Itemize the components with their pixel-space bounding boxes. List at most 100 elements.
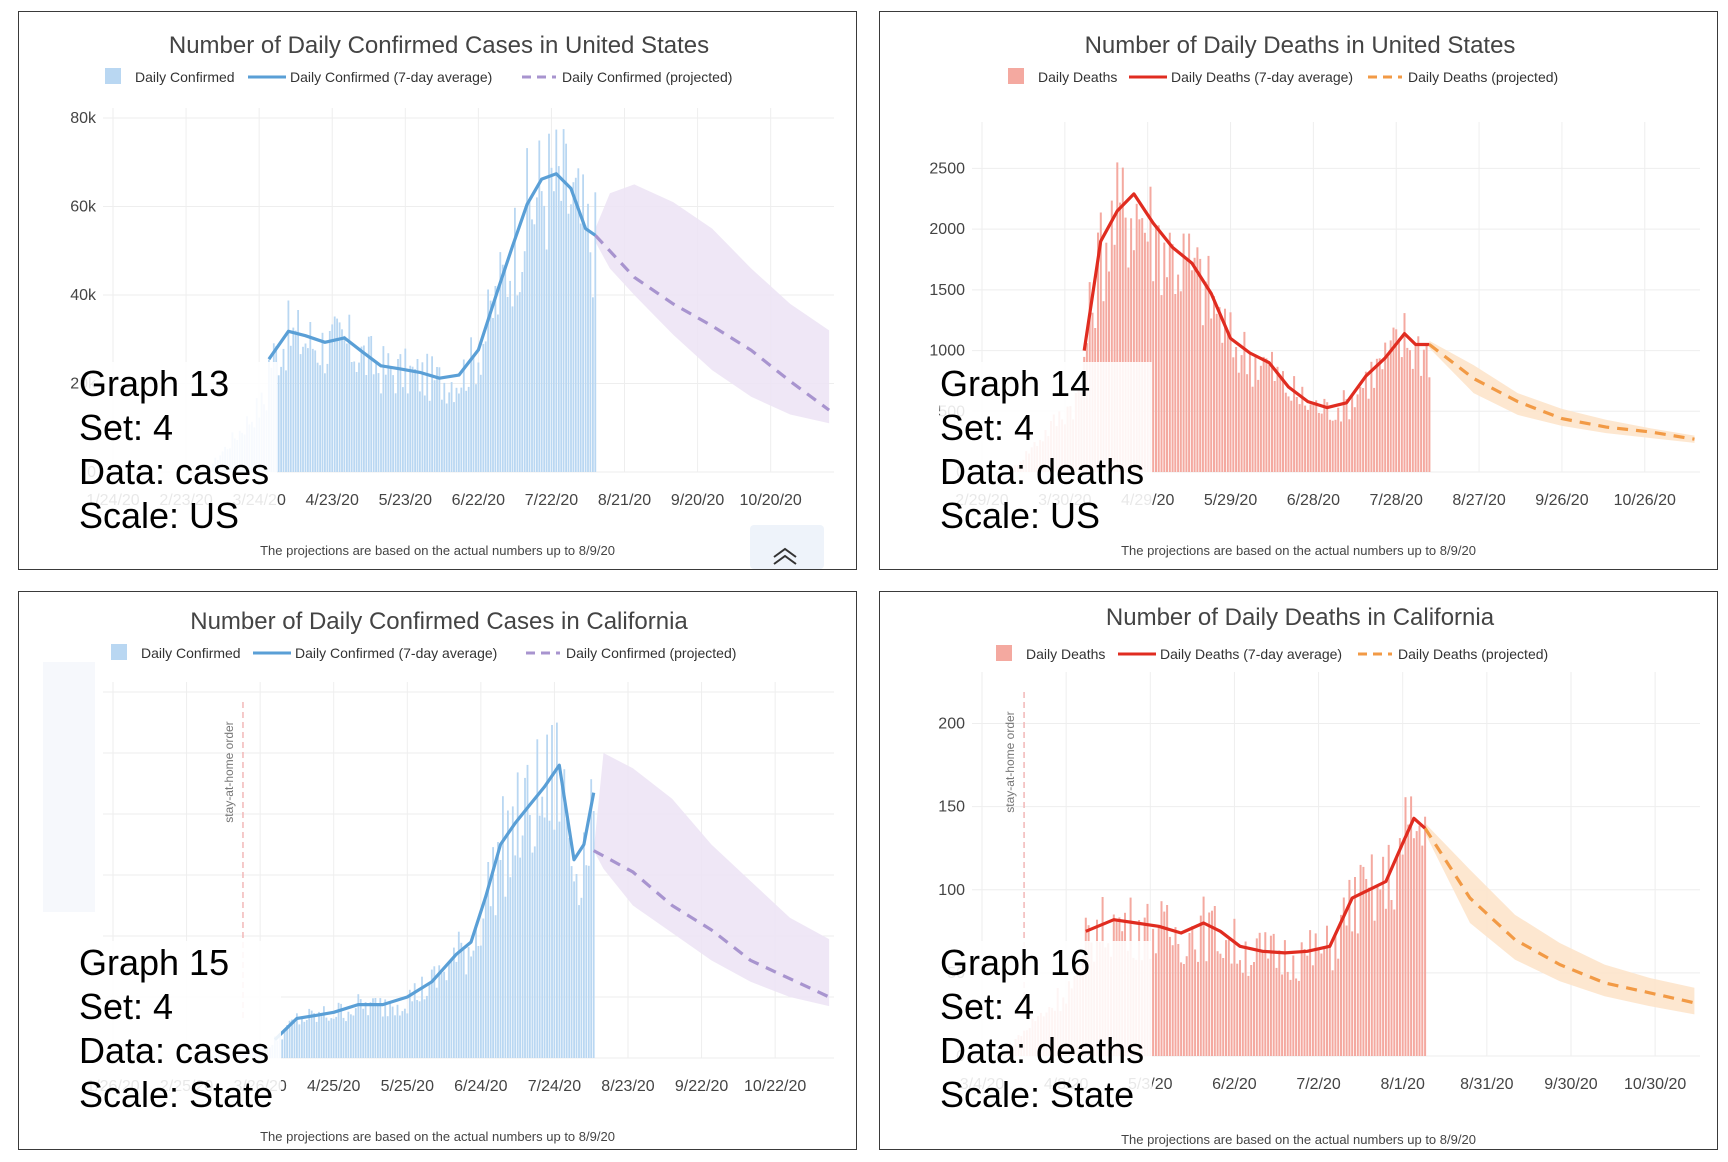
daily-bar	[428, 400, 431, 472]
daily-bar	[387, 353, 390, 472]
x-tick-label: 8/1/20	[1380, 1076, 1425, 1093]
daily-bar	[1381, 369, 1384, 472]
daily-bar	[1130, 218, 1133, 472]
projected-line	[1423, 827, 1695, 1005]
daily-bar	[1211, 910, 1213, 1056]
daily-bar	[1105, 242, 1108, 472]
daily-bar	[433, 966, 436, 1058]
daily-bar	[1276, 366, 1279, 472]
daily-bar	[406, 1013, 409, 1058]
daily-bar	[1356, 394, 1359, 472]
daily-bar	[1311, 965, 1314, 1056]
daily-bar	[548, 133, 550, 472]
daily-bar	[348, 314, 351, 472]
daily-bar	[1152, 281, 1155, 472]
daily-bar	[455, 387, 458, 472]
overlay-set: Set: 4	[79, 407, 174, 448]
daily-bar	[1337, 407, 1340, 472]
daily-bar	[394, 393, 397, 472]
daily-bar	[511, 806, 514, 1058]
daily-bar	[1251, 386, 1254, 472]
scroll-top-button[interactable]	[750, 525, 824, 569]
projected-line	[1428, 343, 1695, 441]
daily-bar	[411, 1001, 414, 1058]
daily-bar	[1370, 854, 1373, 1056]
daily-bar	[560, 200, 563, 472]
daily-bar	[340, 1003, 342, 1058]
daily-bar	[475, 384, 477, 472]
x-tick-label: 6/24/20	[454, 1078, 507, 1095]
daily-bar	[1135, 203, 1138, 473]
projection-band	[1425, 823, 1695, 1015]
daily-bar	[574, 177, 577, 473]
daily-bar	[1295, 397, 1298, 472]
daily-bar	[1328, 944, 1331, 1056]
daily-bar	[519, 857, 521, 1058]
daily-bar	[414, 369, 416, 472]
x-tick-label: 8/31/20	[1460, 1076, 1513, 1093]
legend-label: Daily Deaths (7-day average)	[1160, 646, 1342, 662]
daily-bar	[567, 213, 570, 472]
x-tick-label: 10/30/20	[1624, 1076, 1686, 1093]
daily-bar	[1331, 970, 1334, 1056]
daily-bar	[1255, 938, 1258, 1056]
daily-bar	[423, 999, 426, 1058]
daily-bar	[1221, 342, 1224, 472]
daily-bar	[1404, 797, 1407, 1056]
daily-bar	[1351, 931, 1354, 1056]
daily-bar	[391, 1006, 394, 1058]
daily-bar	[572, 182, 575, 472]
daily-bar	[315, 1021, 318, 1058]
daily-bar	[445, 403, 448, 472]
daily-bar	[1415, 831, 1418, 1056]
legend-label: Daily Deaths (7-day average)	[1171, 69, 1353, 85]
daily-bar	[1396, 855, 1399, 1056]
daily-bar	[1306, 409, 1309, 472]
daily-bar	[1407, 824, 1410, 1056]
daily-bar	[314, 350, 317, 472]
x-tick-label: 5/25/20	[381, 1078, 434, 1095]
daily-bar	[587, 203, 589, 473]
x-tick-label: 5/23/20	[379, 492, 432, 509]
daily-bar	[553, 191, 555, 472]
daily-bar	[543, 817, 546, 1058]
daily-bar	[509, 877, 512, 1058]
daily-bar	[565, 818, 568, 1058]
legend-label: Daily Deaths (projected)	[1398, 646, 1548, 662]
daily-bar	[441, 399, 443, 472]
daily-bar	[1213, 296, 1215, 472]
daily-bar	[1194, 949, 1197, 1056]
daily-bar	[450, 959, 453, 1058]
daily-bar	[1259, 365, 1262, 472]
daily-bar	[359, 999, 362, 1058]
daily-bar	[327, 1020, 330, 1058]
daily-bar	[311, 348, 314, 472]
daily-bar	[299, 354, 302, 472]
overlay-graph-number: Graph 15	[79, 942, 230, 983]
daily-bar	[1269, 935, 1272, 1056]
daily-bar	[1393, 909, 1396, 1056]
daily-bar	[1326, 402, 1329, 472]
daily-bar	[332, 1018, 335, 1058]
daily-bar	[460, 387, 463, 472]
daily-bar	[579, 223, 582, 472]
daily-bar	[504, 265, 507, 472]
daily-bar	[1205, 961, 1208, 1056]
daily-bar	[1412, 838, 1415, 1056]
daily-bar	[319, 365, 321, 472]
daily-bar	[1290, 400, 1293, 472]
daily-bar	[304, 343, 307, 472]
daily-bar	[1418, 825, 1421, 1056]
daily-bar	[313, 1013, 315, 1058]
daily-bar	[1286, 971, 1289, 1056]
daily-bar	[418, 1001, 421, 1058]
chart-title: Number of Daily Confirmed Cases in Calif…	[190, 608, 688, 635]
daily-bar	[1246, 374, 1249, 472]
daily-bar	[1403, 313, 1406, 472]
daily-bar	[389, 368, 392, 472]
daily-bar	[1154, 953, 1157, 1056]
daily-bar	[1124, 217, 1127, 472]
stay-home-label: stay-at-home order	[222, 721, 236, 822]
daily-bar	[1400, 357, 1403, 472]
daily-bar	[1185, 956, 1188, 1056]
